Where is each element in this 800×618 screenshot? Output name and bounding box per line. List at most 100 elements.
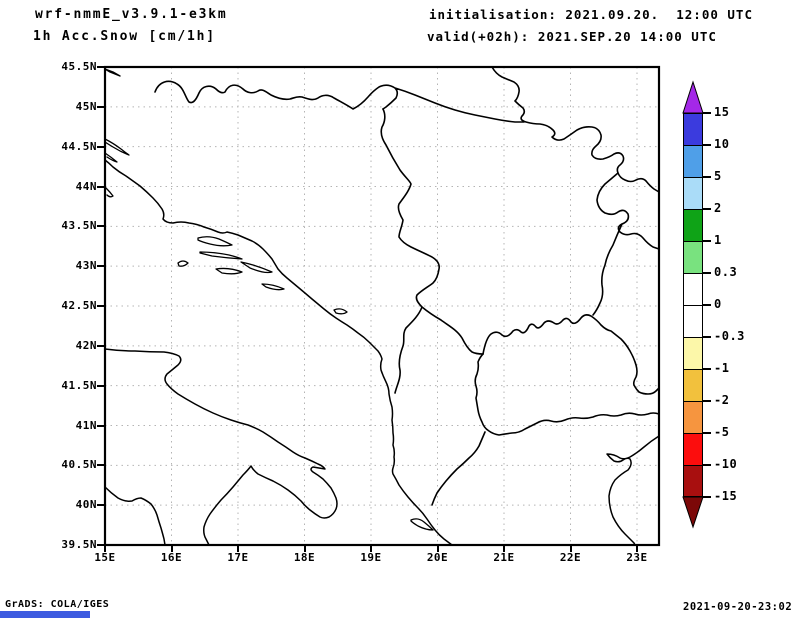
colorbar-arrows [682,80,704,529]
lat-tick-label: 44.5N [61,139,97,153]
lat-tick-mark [97,504,105,507]
map-plot-area [103,65,661,547]
colorbar-tick-mark [703,368,711,370]
grads-credit: GrADS: COLA/IGES [5,599,110,610]
lat-tick-mark [97,185,105,188]
colorbar-tick-label: 0 [714,297,722,311]
lat-tick-label: 45N [75,99,97,113]
border-macedonia-south-west-albania-greece [432,354,659,505]
lat-tick-label: 40.5N [61,458,97,472]
colorbar-tick-label: 15 [714,105,730,119]
coastline-adriatic-east [105,160,452,545]
lat-tick-mark [97,145,105,148]
lon-tick-mark [237,545,239,552]
colorbar-segment [683,145,703,177]
border-drina-serbia-montenegro [381,109,483,393]
lat-tick-label: 43N [75,259,97,273]
colorbar-tick-label: 2 [714,201,722,215]
colorbar-tick-mark [703,496,711,498]
lon-tick-label: 21E [493,551,515,564]
colorbar-tick-mark [703,272,711,274]
valid-time-line: valid(+02h): 2021.SEP.20 14:00 UTC [427,29,717,44]
creation-timestamp: 2021-09-20-23:02 [683,601,793,613]
colorbar-tick-label: 10 [714,137,730,151]
lon-tick-mark [104,545,106,552]
colorbar-tick-mark [703,208,711,210]
colorbar-tick-label: -2 [714,393,730,407]
border-macedonia-north-east [483,315,659,394]
colorbar-tick-label: -10 [714,457,738,471]
colorbar-tick-mark [703,112,711,114]
lat-tick-mark [97,384,105,387]
colorbar-tick-mark [703,304,711,306]
lat-tick-label: 41.5N [61,378,97,392]
colorbar-segment [683,305,703,337]
lon-tick-mark [170,545,173,552]
lat-tick-label: 43.5N [61,219,97,233]
lat-tick-mark [97,66,105,68]
colorbar-tick-label: -1 [714,361,730,375]
lat-tick-label: 45.5N [61,60,97,73]
lat-tick-label: 42N [75,338,97,352]
colorbar-tick-label: 1 [714,233,722,247]
bottom-blue-bar [0,611,90,618]
coastlines [105,139,659,545]
lat-tick-mark [97,225,105,228]
colorbar-tick-label: 5 [714,169,722,183]
lon-tick-label: 22E [559,551,582,564]
colorbar-tick-mark [703,400,711,402]
lon-tick-label: 19E [360,551,382,564]
lat-tick-mark [97,265,105,268]
lat-tick-mark [97,344,105,347]
border-croatia-bosnia-sava [155,81,524,122]
colorbar-tick-mark [703,144,711,146]
colorbar-segment [683,241,703,273]
colorbar-tick-mark [703,432,711,434]
lat-tick-mark [97,305,105,307]
model-title: wrf-nmmE_v3.9.1-e3km [35,7,228,22]
colorbar-segment [683,177,703,209]
lon-tick-label: 18E [293,551,316,564]
map-frame [103,65,661,547]
border-serbia-romania-danube [492,67,659,192]
initialisation-line: initialisation: 2021.09.20. 12:00 UTC [429,7,753,22]
lat-tick-mark [97,105,105,108]
country-borders [105,67,659,505]
field-title: 1h Acc.Snow [cm/1h] [33,29,216,44]
lat-tick-label: 40N [75,498,97,512]
lon-tick-label: 17E [227,551,249,564]
lon-tick-mark [303,545,306,552]
lon-tick-mark [503,545,505,552]
colorbar-segment [683,337,703,369]
colorbar-tick-label: -0.3 [714,329,745,343]
colorbar-segment [683,369,703,401]
lon-tick-mark [636,545,638,552]
lat-tick-label: 42.5N [61,299,97,312]
colorbar-under-arrow [682,496,704,529]
colorbar-tick-mark [703,464,711,466]
colorbar-segment [683,209,703,241]
lat-tick-mark [97,424,105,427]
colorbar-tick-mark [703,336,711,338]
dalmatian-islands [105,139,433,530]
coastline-italy-tyrrhenian [105,487,165,545]
colorbar-tick-label: 0.3 [714,265,738,279]
colorbar-over-arrow [682,80,704,114]
colorbar-segment [683,273,703,305]
lon-tick-label: 15E [94,551,116,564]
lat-tick-label: 39.5N [61,538,97,551]
lat-tick-mark [97,464,105,467]
coastline-italy-adriatic-apulia [105,349,337,545]
colorbar-tick-mark [703,240,711,242]
lat-tick-label: 41N [75,418,97,432]
colorbar-tick-label: -5 [714,425,730,439]
lon-tick-label: 16E [160,551,183,564]
lon-tick-mark [436,545,439,552]
lon-tick-mark [569,545,572,552]
lat-tick-mark [97,544,105,546]
colorbar-segment [683,401,703,433]
lon-tick-mark [370,545,372,552]
lon-tick-label: 20E [426,551,449,564]
lat-tick-label: 44N [75,179,97,193]
